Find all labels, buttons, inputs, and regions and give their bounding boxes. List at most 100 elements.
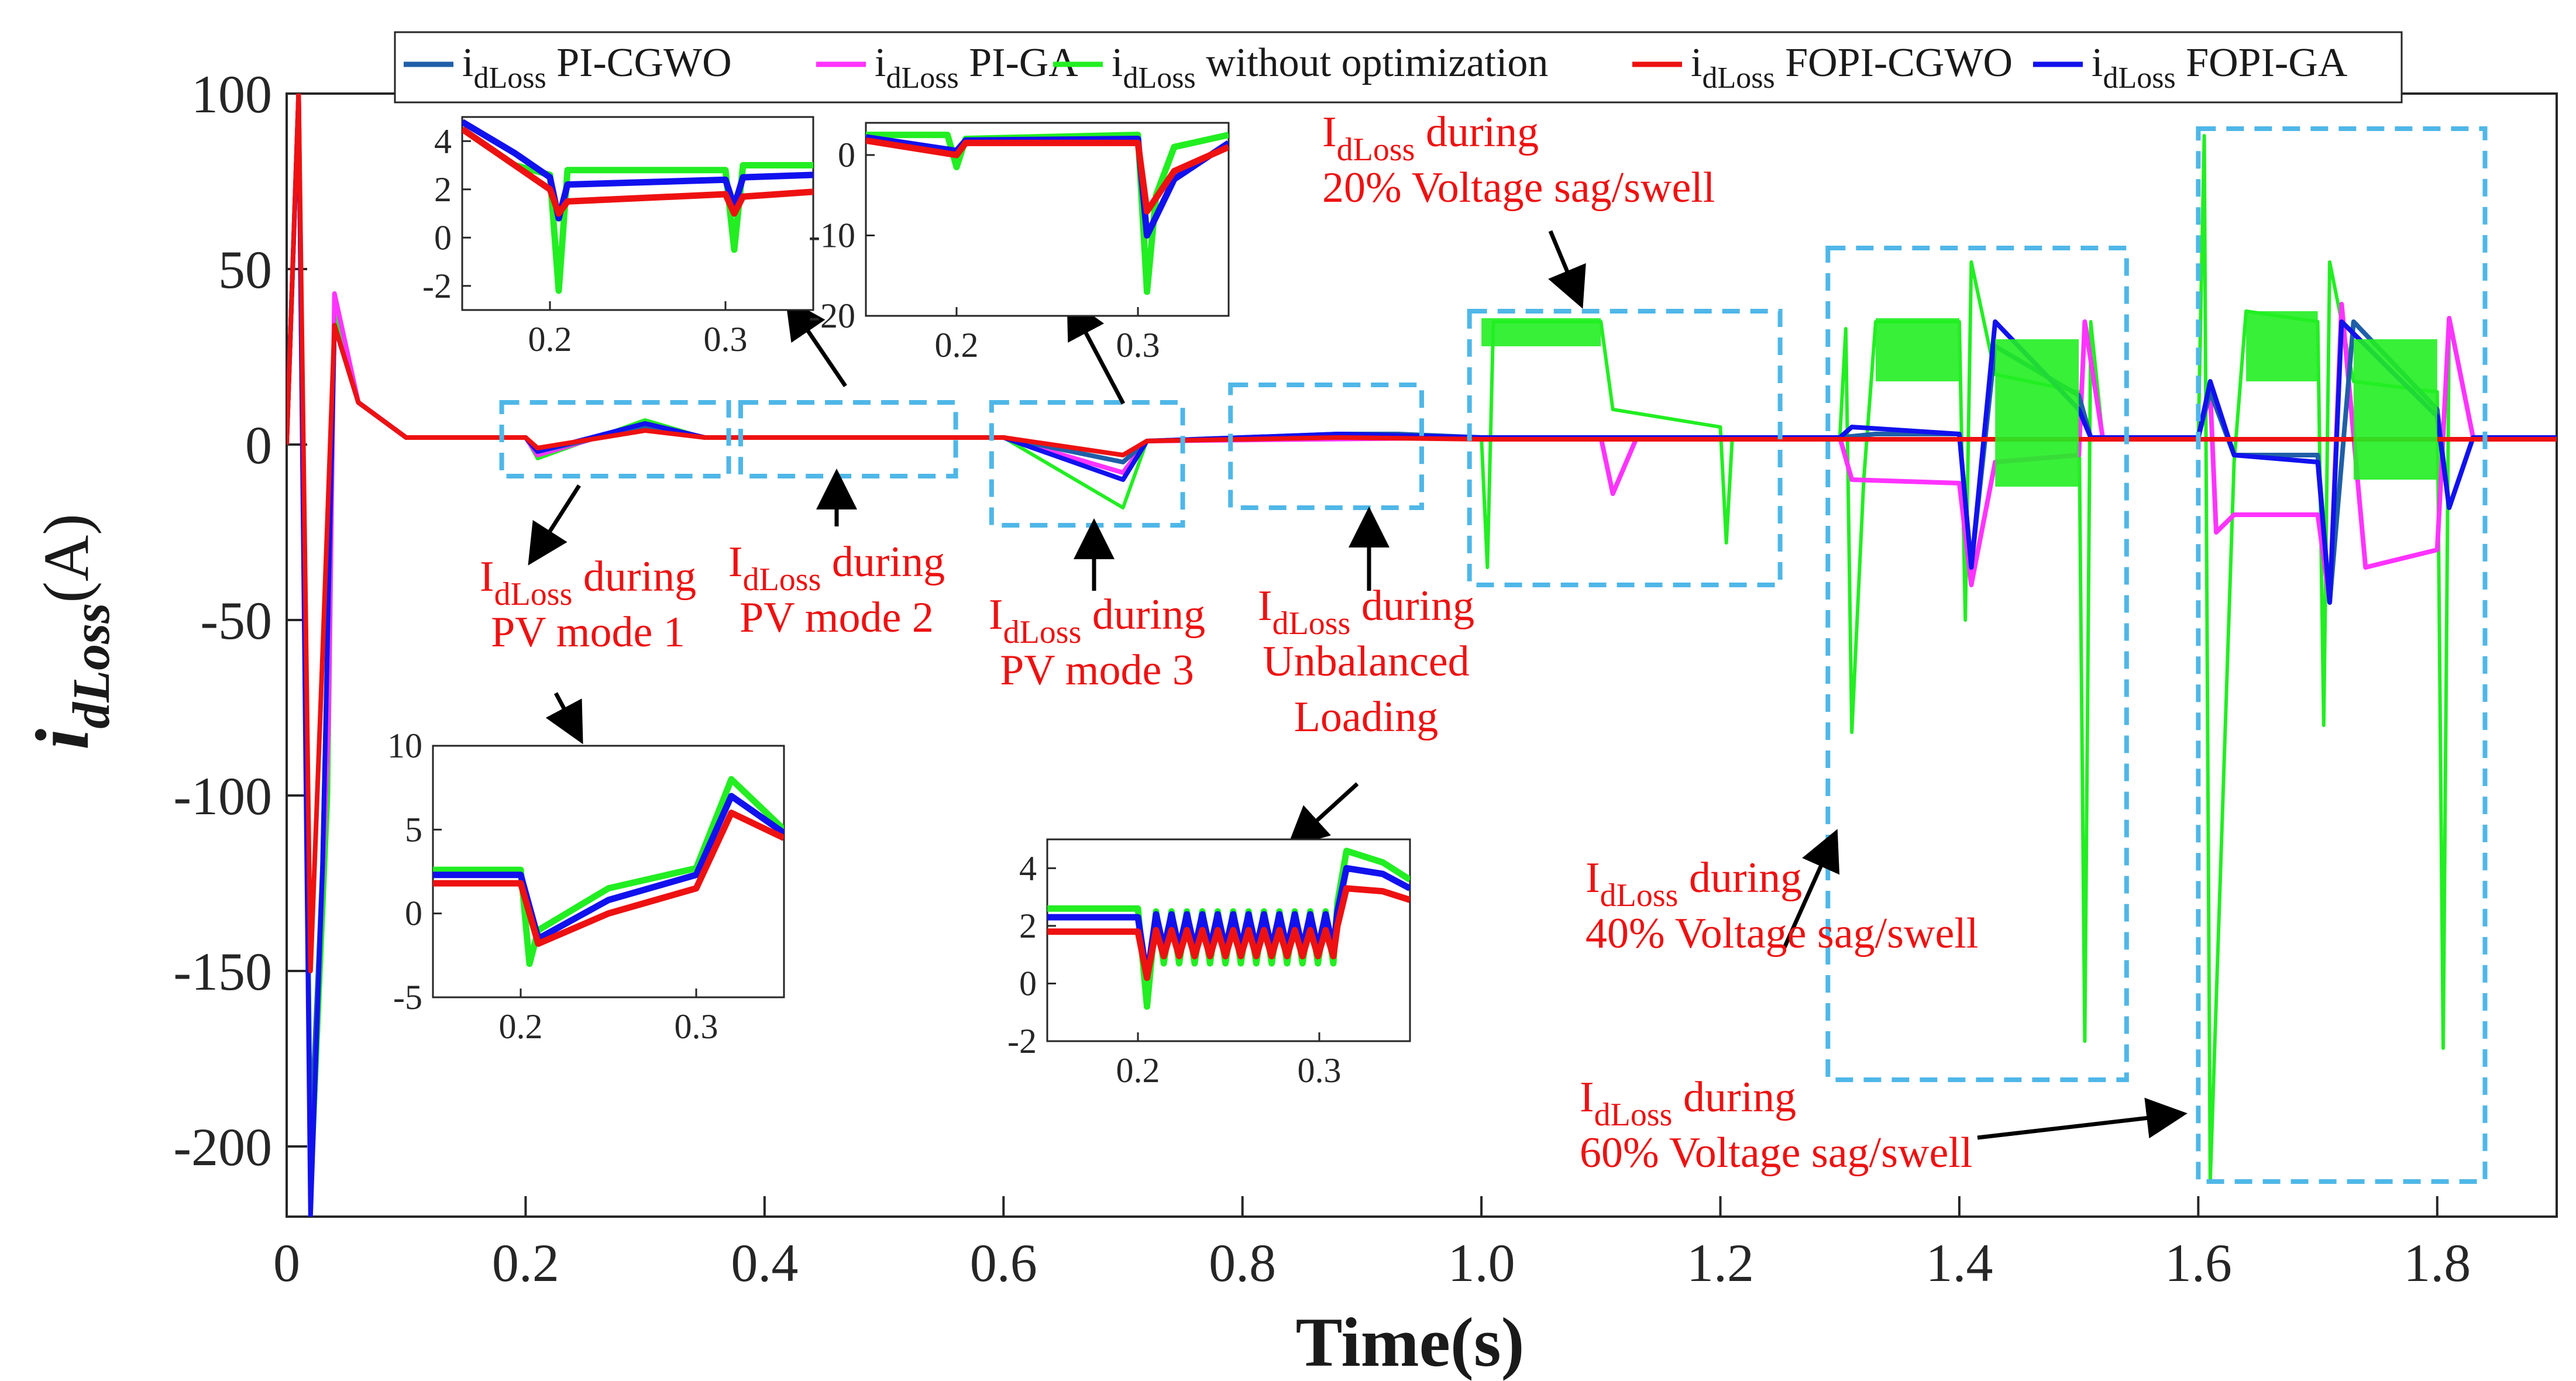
inset-y-tick-label: 4 bbox=[1019, 849, 1037, 887]
oscillation-band bbox=[1876, 318, 1959, 381]
annotation-line: IdLoss during bbox=[1580, 1073, 1796, 1133]
inset-y-tick-label: -10 bbox=[809, 216, 855, 255]
y-tick-label: 0 bbox=[245, 415, 272, 475]
y-tick-label: 100 bbox=[191, 64, 272, 124]
inset-series-line bbox=[1047, 865, 1410, 981]
inset-y-tick-label: 0 bbox=[1019, 964, 1037, 1003]
inset-y-tick-label: 5 bbox=[405, 810, 422, 849]
inset-y-tick-label: -5 bbox=[393, 978, 422, 1017]
inset-x-tick-label: 0.3 bbox=[675, 1007, 718, 1046]
x-tick-label: 1.6 bbox=[2165, 1233, 2232, 1293]
x-tick-label: 0.4 bbox=[731, 1233, 798, 1293]
oscillation-band bbox=[1481, 318, 1601, 346]
oscillation-band bbox=[2246, 311, 2318, 381]
x-tick-label: 0.8 bbox=[1209, 1233, 1276, 1293]
y-tick-label: 50 bbox=[218, 240, 272, 299]
inset-series-line bbox=[866, 132, 1229, 295]
inset-series-line bbox=[462, 119, 813, 222]
inset-pv-mode-1: 0.2 0.3 10 5 0 -5 bbox=[387, 726, 785, 1046]
legend-entry: idLoss without optimization bbox=[1053, 40, 1548, 95]
series-group bbox=[287, 94, 2557, 1217]
series-line-fopi-cgwo bbox=[287, 94, 2557, 973]
x-tick-label: 1.0 bbox=[1448, 1233, 1515, 1293]
svg-text:idLoss(A): idLoss(A) bbox=[20, 514, 121, 750]
x-tick-label: 0 bbox=[273, 1233, 300, 1293]
inset-y-tick-label: 10 bbox=[387, 726, 422, 765]
y-axis-label-main: i bbox=[20, 729, 105, 750]
annotation-arrow bbox=[1977, 1097, 2188, 1140]
legend-entry: idLoss FOPI-CGWO bbox=[1632, 40, 2013, 95]
inset-series-line bbox=[1047, 885, 1410, 981]
inset-frame bbox=[461, 116, 814, 311]
annotation-line: IdLoss during bbox=[480, 553, 696, 612]
inset-x-tick-label: 0.3 bbox=[1298, 1051, 1342, 1090]
inset-y-tick-label: 0 bbox=[838, 136, 855, 174]
annotation-arrow bbox=[1548, 230, 1586, 309]
inset-x-tick-label: 0.2 bbox=[528, 320, 572, 359]
inset-pv-mode-2: 0.2 0.3 4 2 0 -2 bbox=[422, 116, 814, 359]
legend-box bbox=[394, 31, 2403, 104]
oscillation-band bbox=[2353, 339, 2437, 480]
annotation-line: 20% Voltage sag/swell bbox=[1322, 164, 1715, 212]
event-box bbox=[2196, 126, 2488, 1184]
x-tick-label: 1.4 bbox=[1925, 1233, 1993, 1293]
legend-label: idLoss without optimization bbox=[1112, 40, 1548, 95]
legend-label: idLoss FOPI-CGWO bbox=[1691, 40, 2013, 95]
legend-label: idLoss PI-CGWO bbox=[462, 40, 732, 95]
x-tick-label: 1.8 bbox=[2403, 1233, 2471, 1293]
oscillation-band bbox=[1995, 339, 2079, 487]
inset-series-line bbox=[433, 793, 784, 942]
x-tick-label: 0.6 bbox=[970, 1233, 1037, 1293]
inset-x-tick-label: 0.2 bbox=[499, 1007, 543, 1046]
annotation-arrow bbox=[1287, 782, 1359, 848]
inset-y-tick-label: -20 bbox=[809, 297, 855, 335]
inset-x-tick-label: 0.2 bbox=[1116, 1051, 1160, 1090]
inset-x-tick-label: 0.2 bbox=[935, 326, 979, 364]
annotation-line: IdLoss during bbox=[989, 591, 1205, 650]
y-axis-label: idLoss(A) bbox=[20, 514, 121, 750]
legend-entry: idLoss PI-GA bbox=[816, 40, 1078, 95]
annotation-line: 60% Voltage sag/swell bbox=[1580, 1129, 1972, 1177]
annotation-line: Loading bbox=[1294, 693, 1439, 741]
annotation-arrow bbox=[785, 297, 847, 387]
annotation-line: PV mode 3 bbox=[1000, 646, 1194, 694]
inset-series-line bbox=[866, 137, 1229, 215]
annotation-line: PV mode 2 bbox=[740, 594, 934, 642]
inset-x-tick-label: 0.3 bbox=[704, 320, 748, 359]
x-axis-label: Time(s) bbox=[1295, 1303, 1524, 1381]
annotation-line: 40% Voltage sag/swell bbox=[1586, 910, 1978, 958]
annotation-arrow bbox=[545, 692, 583, 745]
event-box bbox=[1228, 383, 1425, 510]
legend-entry: idLoss PI-CGWO bbox=[404, 40, 732, 95]
event-box bbox=[499, 400, 731, 478]
annotation-line: PV mode 1 bbox=[491, 608, 685, 656]
event-box bbox=[1825, 246, 2129, 1082]
inset-y-tick-label: 2 bbox=[1019, 907, 1037, 945]
annotation-line: IdLoss during bbox=[1322, 108, 1539, 168]
inset-unbalanced-loading: 0.2 0.3 4 2 0 -2 bbox=[1007, 838, 1411, 1090]
inset-y-tick-label: 0 bbox=[434, 218, 452, 257]
y-tick-label: -200 bbox=[173, 1117, 272, 1177]
y-tick-label: -50 bbox=[200, 591, 272, 650]
annotation-arrow bbox=[1067, 297, 1126, 405]
legend: idLoss PI-CGWO idLoss PI-GA idLoss without… bbox=[394, 31, 2403, 104]
annotation-line: IdLoss during bbox=[1258, 582, 1474, 642]
inset-y-tick-label: 2 bbox=[434, 170, 452, 209]
x-tick-label: 0.2 bbox=[492, 1233, 559, 1293]
x-tick-label: 1.2 bbox=[1687, 1233, 1754, 1293]
inset-series-line bbox=[433, 810, 784, 947]
inset-pv-mode-3: 0.2 0.3 0 -10 -20 bbox=[809, 122, 1230, 364]
y-tick-label: -100 bbox=[173, 766, 272, 826]
y-axis-label-unit: (A) bbox=[30, 514, 102, 603]
inset-y-tick-label: 4 bbox=[434, 122, 452, 160]
annotation-line: IdLoss during bbox=[1586, 854, 1802, 914]
series-line-without-optimization bbox=[287, 94, 2557, 1217]
inset-y-tick-label: 0 bbox=[405, 894, 422, 933]
